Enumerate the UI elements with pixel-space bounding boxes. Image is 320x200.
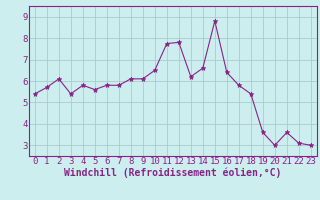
X-axis label: Windchill (Refroidissement éolien,°C): Windchill (Refroidissement éolien,°C): [64, 168, 282, 178]
